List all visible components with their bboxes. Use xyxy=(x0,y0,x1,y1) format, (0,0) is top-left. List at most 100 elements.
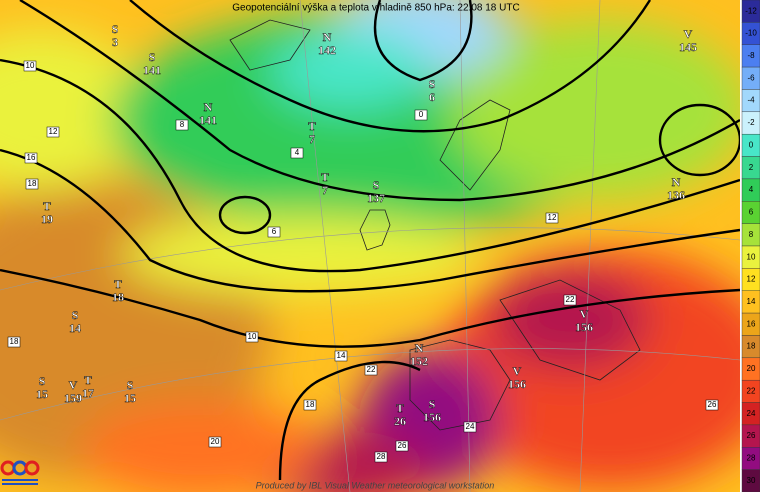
colorbar-label: 12 xyxy=(747,275,756,284)
isotherm-label-box xyxy=(374,451,388,463)
pressure-center-letter: T xyxy=(114,277,122,291)
isotherm-label: 10 xyxy=(248,332,257,341)
coastlines xyxy=(229,19,641,431)
isotherm-label-box xyxy=(303,399,317,411)
isotherm-label-box xyxy=(7,336,21,348)
isotherm-label: 16 xyxy=(27,153,36,162)
isotherm-label-box xyxy=(245,331,259,343)
pressure-center-value: 137 xyxy=(367,191,385,205)
isotherm-label-box xyxy=(545,212,559,224)
isotherm-label-box xyxy=(175,119,189,131)
isotherm-label-box xyxy=(395,440,409,452)
isotherm-label: 6 xyxy=(272,227,277,236)
pressure-center-value: 15 xyxy=(36,387,48,401)
pressure-center-letter: V xyxy=(69,378,78,392)
isotherm-label: 10 xyxy=(26,61,35,70)
isotherm-label-box xyxy=(208,436,222,448)
colorbar-label: 4 xyxy=(749,185,754,194)
colorbar-label: 2 xyxy=(749,163,754,172)
pressure-center-value: 15 xyxy=(124,391,136,405)
pressure-center-letter: S xyxy=(39,374,46,388)
pressure-center-letter: N xyxy=(672,175,681,189)
colorbar-label: 18 xyxy=(747,342,756,351)
pressure-center-letter: V xyxy=(580,307,589,321)
pressure-center-value: 141 xyxy=(143,63,161,77)
pressure-center-letter: N xyxy=(204,100,213,114)
isotherm-label: 14 xyxy=(337,351,346,360)
colorbar-label: -2 xyxy=(747,118,755,127)
isotherm-label: 4 xyxy=(295,148,300,157)
isotherm-label-box xyxy=(463,421,477,433)
pressure-center-value: 142 xyxy=(318,43,336,57)
footer-credit: Produced by IBL Visual Weather meteorolo… xyxy=(256,480,495,490)
isotherm-label: 18 xyxy=(28,179,37,188)
pressure-center-value: 17 xyxy=(82,386,94,400)
logo xyxy=(0,460,40,485)
pressure-center-letter: T xyxy=(396,401,404,415)
isotherm-label-box xyxy=(563,294,577,306)
isotherm-label: 22 xyxy=(566,295,575,304)
pressure-center-value: 3 xyxy=(112,35,118,49)
pressure-center-value: 152 xyxy=(410,354,428,368)
pressure-center-letter: S xyxy=(429,397,436,411)
colorbar-label: 0 xyxy=(749,140,754,149)
pressure-center-value: 156 xyxy=(423,410,441,424)
isotherm-label-box xyxy=(290,147,304,159)
colorbar-label: 10 xyxy=(747,252,756,261)
map-title: Geopotenciální výška a teplota v hladině… xyxy=(232,3,519,14)
pressure-center-letter: T xyxy=(43,199,51,213)
isotherm-label-box xyxy=(705,399,719,411)
colorbar-label: 26 xyxy=(747,431,756,440)
isotherm-label-box xyxy=(46,126,60,138)
geopotential-contours xyxy=(0,0,740,481)
colorbar-label: -4 xyxy=(747,96,755,105)
pressure-center-letter: S xyxy=(127,378,134,392)
isotherm-label: 28 xyxy=(377,452,386,461)
colorbar-label: 28 xyxy=(747,454,756,463)
colorbar-label: -10 xyxy=(745,29,757,38)
isotherm-label: 22 xyxy=(367,365,376,374)
isotherm-label-box xyxy=(267,226,281,238)
pressure-center-value: 6 xyxy=(429,90,435,104)
isotherm-label: 18 xyxy=(306,400,315,409)
colorbar-label: 20 xyxy=(747,364,756,373)
colorbar-label: -12 xyxy=(745,6,757,15)
pressure-center-value: 18 xyxy=(112,290,124,304)
pressure-center-value: 7 xyxy=(309,132,315,146)
isotherm-label: 12 xyxy=(49,127,58,136)
isotherm-label-box xyxy=(414,109,428,121)
pressure-center-letter: T xyxy=(308,119,316,133)
pressure-center-value: 159 xyxy=(64,391,82,405)
isotherm-label-box xyxy=(364,364,378,376)
pressure-center-letter: T xyxy=(321,170,329,184)
isotherm-label: 24 xyxy=(466,422,475,431)
isotherm-label-box xyxy=(25,178,39,190)
pressure-center-letter: S xyxy=(149,50,156,64)
pressure-center-letter: N xyxy=(323,30,332,44)
pressure-center-value: 145 xyxy=(679,40,697,54)
pressure-center-letter: N xyxy=(415,341,424,355)
pressure-center-letter: S xyxy=(112,22,119,36)
pressure-center-letter: S xyxy=(373,178,380,192)
pressure-center-value: 136 xyxy=(667,188,685,202)
isotherm-label-box xyxy=(24,152,38,164)
colorbar-label: 6 xyxy=(749,208,754,217)
colorbar-label: 22 xyxy=(747,386,756,395)
isotherm-label: 18 xyxy=(10,337,19,346)
colorbar-label: -8 xyxy=(747,51,755,60)
colorbar-label: 24 xyxy=(747,409,756,418)
pressure-center-value: 141 xyxy=(199,113,217,127)
colorbar-label: 8 xyxy=(749,230,754,239)
isotherm-label: 26 xyxy=(708,400,717,409)
pressure-center-letter: S xyxy=(72,308,79,322)
isotherm-label-box xyxy=(23,60,37,72)
colorbar-label: 16 xyxy=(747,319,756,328)
isotherm-label: 26 xyxy=(398,441,407,450)
pressure-center-value: 14 xyxy=(69,321,81,335)
colorbar-label: -6 xyxy=(747,73,755,82)
pressure-center-letter: S xyxy=(429,77,436,91)
pressure-center-letter: T xyxy=(84,373,92,387)
pressure-center-value: 26 xyxy=(394,414,406,428)
pressure-center-letter: V xyxy=(684,27,693,41)
